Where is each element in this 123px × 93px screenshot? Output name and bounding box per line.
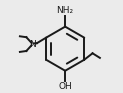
Text: N: N [29, 40, 36, 49]
Text: NH₂: NH₂ [57, 6, 74, 15]
Text: OH: OH [58, 82, 72, 91]
